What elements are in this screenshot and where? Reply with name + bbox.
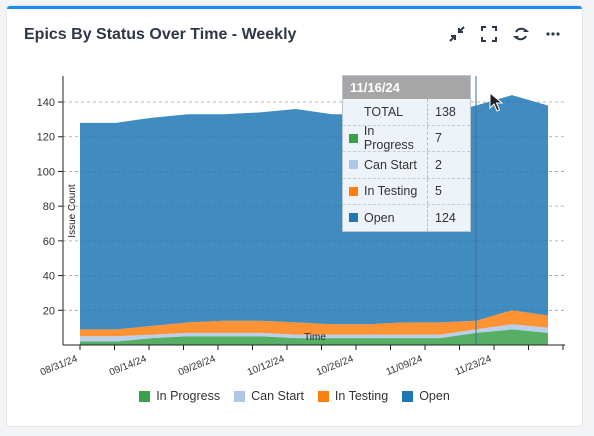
refresh-button[interactable] <box>512 25 530 43</box>
y-tick-label: 40 <box>43 271 55 283</box>
tooltip-row: Can Start 2 <box>343 151 470 178</box>
tooltip-row-label: Open <box>343 205 428 231</box>
x-tick-label: 09/28/24 <box>177 353 218 378</box>
x-axis-label: Time <box>304 332 326 343</box>
tooltip-swatch <box>349 186 358 196</box>
legend-item-can-start[interactable]: Can Start <box>234 389 304 403</box>
tooltip-row: Open 124 <box>343 204 470 231</box>
tooltip-row: TOTAL 138 <box>343 99 470 125</box>
y-tick-label: 120 <box>37 132 55 144</box>
area-series-in-progress[interactable] <box>80 329 548 345</box>
legend-item-open[interactable]: Open <box>402 389 450 403</box>
x-tick-label: 10/26/24 <box>315 353 356 378</box>
fullscreen-button[interactable] <box>480 25 498 43</box>
x-tick-label: 08/31/24 <box>39 353 80 378</box>
tooltip-row-label: Can Start <box>343 152 428 178</box>
collapse-icon <box>449 26 465 42</box>
legend-item-in-progress[interactable]: In Progress <box>139 389 220 403</box>
x-tick-label: 11/23/24 <box>454 353 494 378</box>
tooltip-row-value: 7 <box>435 131 442 146</box>
chart-tooltip: 11/16/24 TOTAL 138 In Progress 7 Can Start 2 I… <box>342 75 471 232</box>
y-tick-label: 60 <box>43 236 55 248</box>
area-series-in-testing[interactable] <box>80 310 548 337</box>
legend-label: Open <box>419 389 450 403</box>
x-tick-label: 11/09/24 <box>385 353 425 378</box>
tooltip-row-value: 2 <box>435 157 442 172</box>
refresh-icon <box>513 27 529 41</box>
tooltip-date: 11/16/24 <box>343 76 470 99</box>
y-tick-label: 20 <box>43 305 55 317</box>
legend-label: Can Start <box>251 389 304 403</box>
legend-swatch <box>234 390 246 402</box>
tooltip-row-label: TOTAL <box>343 99 428 125</box>
y-axis-label: Issue Count <box>67 184 78 238</box>
tooltip-swatch <box>349 160 358 170</box>
tooltip-row-label: In Progress <box>343 124 428 152</box>
chart-legend: In Progress Can Start In Testing Open <box>7 389 582 403</box>
area-series-can-start[interactable] <box>80 324 548 342</box>
legend-swatch <box>402 390 414 402</box>
tooltip-swatch <box>349 213 358 223</box>
tooltip-row-value: 5 <box>435 184 442 199</box>
more-icon <box>546 32 560 36</box>
widget-title: Epics By Status Over Time - Weekly <box>24 26 297 43</box>
legend-item-in-testing[interactable]: In Testing <box>317 389 389 403</box>
chart-widget: Epics By Status Over Time - Weekly <box>7 6 582 426</box>
mouse-cursor-icon <box>489 92 503 112</box>
tooltip-row: In Progress 7 <box>343 124 470 152</box>
y-tick-label: 80 <box>43 201 55 213</box>
y-tick-label: 140 <box>37 97 55 109</box>
widget-actions <box>448 25 562 43</box>
more-button[interactable] <box>544 25 562 43</box>
area-series-open[interactable] <box>80 95 548 330</box>
tooltip-row: In Testing 5 <box>343 177 470 204</box>
area-chart: 20 40 60 80 100 120 140 08/31/24 09/14/24 09/28/2… <box>37 76 565 378</box>
legend-label: In Testing <box>334 389 389 403</box>
legend-swatch <box>317 390 329 402</box>
collapse-button[interactable] <box>448 25 466 43</box>
x-tick-label: 10/12/24 <box>246 353 287 378</box>
tooltip-row-value: 138 <box>435 104 456 119</box>
widget-accent-bar <box>7 6 582 9</box>
x-tick-label: 09/14/24 <box>108 353 149 378</box>
y-tick-label: 100 <box>37 166 55 178</box>
legend-label: In Progress <box>156 389 221 403</box>
fullscreen-icon <box>481 26 497 42</box>
tooltip-row-value: 124 <box>435 210 456 225</box>
tooltip-swatch <box>349 133 358 143</box>
tooltip-row-label: In Testing <box>343 178 428 204</box>
legend-swatch <box>139 390 151 402</box>
